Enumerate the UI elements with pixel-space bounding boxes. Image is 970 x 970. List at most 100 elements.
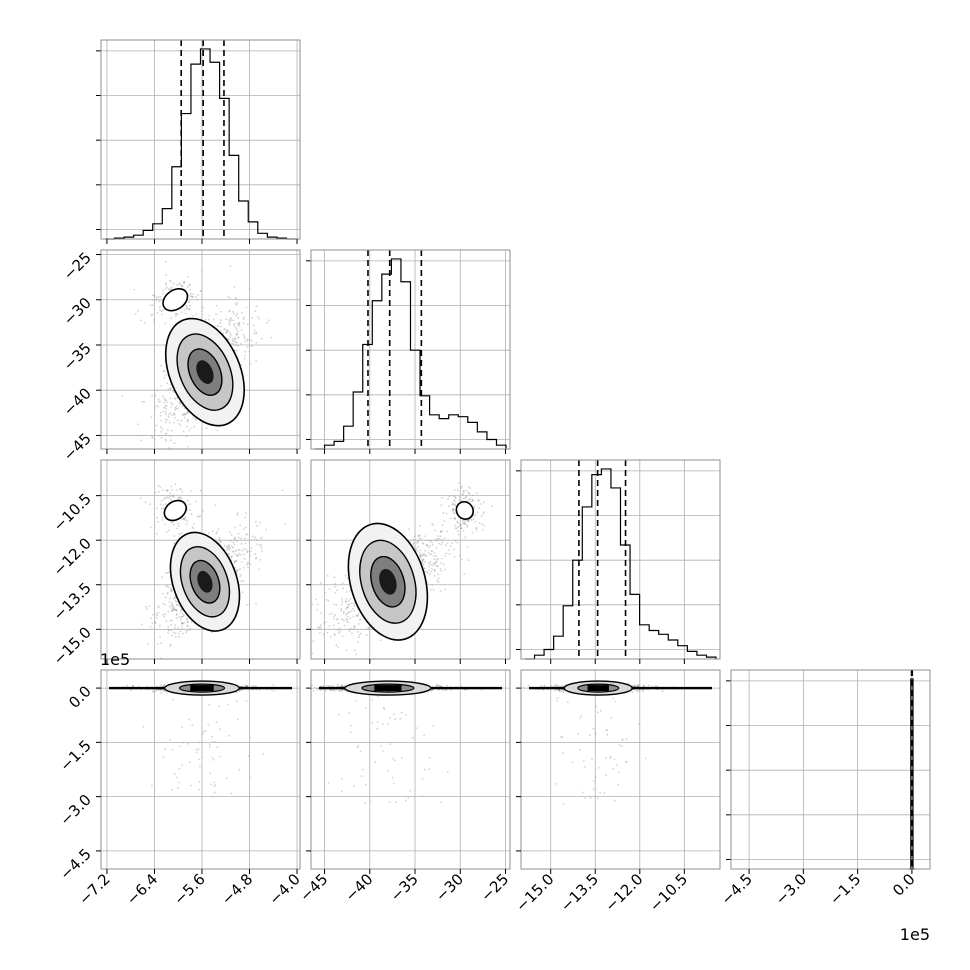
- sample-point: [170, 488, 173, 491]
- sample-point: [219, 322, 222, 324]
- sample-point: [311, 684, 313, 687]
- sample-point: [430, 570, 432, 573]
- sample-point: [353, 627, 356, 630]
- sample-point: [232, 312, 235, 315]
- sample-point: [186, 418, 189, 421]
- sample-point: [208, 532, 211, 535]
- sample-point: [240, 537, 242, 540]
- sample-point: [440, 570, 443, 572]
- sample-point: [226, 703, 229, 706]
- sample-point: [436, 683, 439, 686]
- sample-point: [334, 585, 337, 588]
- sample-point: [165, 440, 168, 442]
- sample-point: [216, 324, 219, 327]
- sample-point: [139, 319, 142, 322]
- sample-point: [353, 609, 356, 612]
- sample-point: [225, 331, 228, 334]
- sample-point: [466, 526, 468, 528]
- sample-point: [189, 509, 192, 511]
- sample-point: [236, 512, 239, 515]
- sample-point: [458, 499, 460, 501]
- sample-point: [239, 524, 242, 527]
- sample-point: [181, 622, 183, 624]
- sample-point: [240, 543, 243, 545]
- sample-point: [167, 529, 170, 532]
- sample-point: [177, 522, 180, 525]
- sample-point: [427, 562, 430, 564]
- sample-point: [195, 751, 198, 754]
- sample-point: [284, 523, 287, 525]
- sample-point: [417, 546, 420, 548]
- sample-point: [354, 649, 356, 652]
- sample-point: [179, 498, 182, 500]
- sample-point: [165, 408, 168, 410]
- sample-point: [174, 609, 177, 612]
- sample-point: [352, 615, 355, 618]
- sample-point: [165, 585, 168, 588]
- sample-point: [239, 549, 241, 551]
- sample-point: [447, 498, 449, 500]
- sample-point: [160, 419, 163, 422]
- sample-point: [161, 519, 164, 521]
- sample-point: [434, 529, 437, 532]
- sample-point: [426, 543, 429, 546]
- sample-point: [154, 622, 157, 625]
- sample-point: [316, 608, 318, 611]
- sample-point: [169, 498, 172, 501]
- sample-point: [480, 515, 483, 517]
- sample-point: [258, 521, 261, 524]
- sample-point: [334, 613, 337, 616]
- sample-point: [425, 554, 428, 557]
- sample-point: [348, 712, 350, 714]
- sample-point: [355, 615, 358, 617]
- sample-point: [204, 318, 207, 321]
- sample-point: [231, 545, 233, 548]
- sample-point: [181, 414, 184, 417]
- sample-point: [331, 612, 334, 615]
- sample-point: [175, 609, 178, 612]
- sample-point: [160, 385, 163, 387]
- sample-point: [190, 784, 193, 787]
- sample-point: [427, 551, 430, 554]
- sample-point: [333, 603, 336, 606]
- sample-point: [245, 685, 248, 687]
- sample-point: [433, 569, 436, 572]
- sample-point: [245, 563, 248, 566]
- sample-point: [234, 338, 237, 341]
- sample-point: [430, 550, 433, 552]
- sample-point: [176, 489, 178, 492]
- sample-point: [332, 685, 335, 688]
- sample-point: [176, 397, 179, 400]
- sample-point: [265, 528, 268, 531]
- sample-point: [169, 397, 172, 400]
- sample-point: [258, 317, 261, 320]
- sample-point: [319, 624, 322, 626]
- sample-point: [327, 599, 330, 602]
- sample-point: [315, 598, 317, 601]
- sample-point: [232, 343, 235, 345]
- sample-point: [197, 294, 200, 296]
- sample-point: [164, 690, 166, 692]
- sample-point: [197, 515, 200, 518]
- sample-point: [334, 689, 337, 692]
- sample-point: [432, 524, 435, 526]
- sample-point: [343, 624, 346, 627]
- sample-point: [186, 307, 189, 310]
- sample-point: [432, 544, 434, 546]
- sample-point: [341, 598, 343, 600]
- sample-point: [172, 412, 175, 415]
- sample-points: [311, 681, 491, 804]
- sample-point: [347, 600, 350, 602]
- sample-point: [170, 602, 173, 604]
- sample-point: [320, 582, 322, 584]
- sample-point: [236, 718, 239, 721]
- sample-point: [137, 423, 140, 426]
- sample-point: [436, 565, 438, 567]
- sample-point: [238, 552, 241, 555]
- sample-point: [178, 635, 180, 638]
- sample-point: [172, 496, 175, 498]
- sample-point: [475, 492, 478, 494]
- sample-point: [170, 609, 173, 612]
- sample-point: [418, 551, 421, 554]
- sample-point: [247, 566, 249, 569]
